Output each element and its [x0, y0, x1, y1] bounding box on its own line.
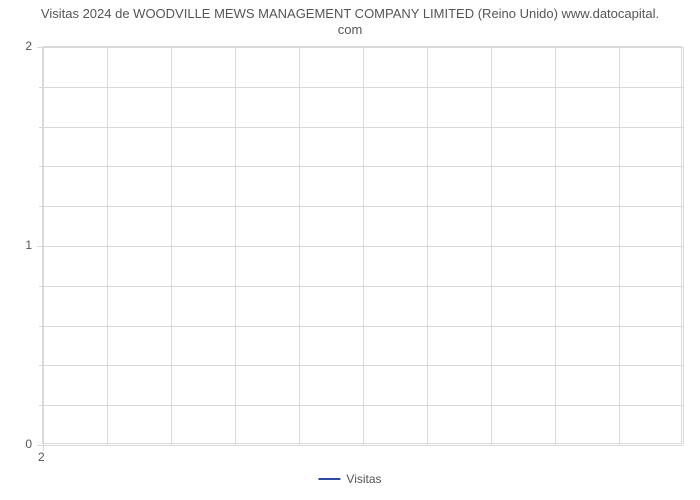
y-tick: [37, 47, 43, 48]
y-minor-tick: [39, 365, 43, 366]
gridline-horizontal-minor: [43, 206, 683, 207]
gridline-horizontal-minor: [43, 365, 683, 366]
gridline-horizontal-minor: [43, 127, 683, 128]
legend: Visitas: [318, 472, 381, 486]
chart-title-line2: com: [338, 22, 363, 37]
legend-label: Visitas: [346, 472, 381, 486]
y-minor-tick: [39, 87, 43, 88]
y-minor-tick: [39, 206, 43, 207]
y-tick-label: 2: [25, 39, 32, 53]
plot-area: [42, 46, 682, 444]
y-minor-tick: [39, 166, 43, 167]
y-tick: [37, 246, 43, 247]
y-minor-tick: [39, 286, 43, 287]
x-tick-label: 2: [38, 450, 45, 464]
gridline-vertical: [683, 47, 684, 445]
gridline-horizontal-minor: [43, 87, 683, 88]
gridline-horizontal: [43, 47, 683, 48]
chart-title: Visitas 2024 de WOODVILLE MEWS MANAGEMEN…: [0, 6, 700, 39]
gridline-horizontal-minor: [43, 405, 683, 406]
gridline-horizontal-minor: [43, 166, 683, 167]
chart-container: { "chart": { "type": "line", "title_line…: [0, 0, 700, 500]
y-minor-tick: [39, 405, 43, 406]
gridline-horizontal-minor: [43, 286, 683, 287]
y-tick-label: 0: [25, 437, 32, 451]
y-tick-label: 1: [25, 238, 32, 252]
legend-swatch: [318, 478, 340, 480]
gridline-horizontal: [43, 445, 683, 446]
gridline-horizontal: [43, 246, 683, 247]
y-minor-tick: [39, 326, 43, 327]
y-minor-tick: [39, 127, 43, 128]
chart-title-line1: Visitas 2024 de WOODVILLE MEWS MANAGEMEN…: [41, 6, 659, 21]
gridline-horizontal-minor: [43, 326, 683, 327]
